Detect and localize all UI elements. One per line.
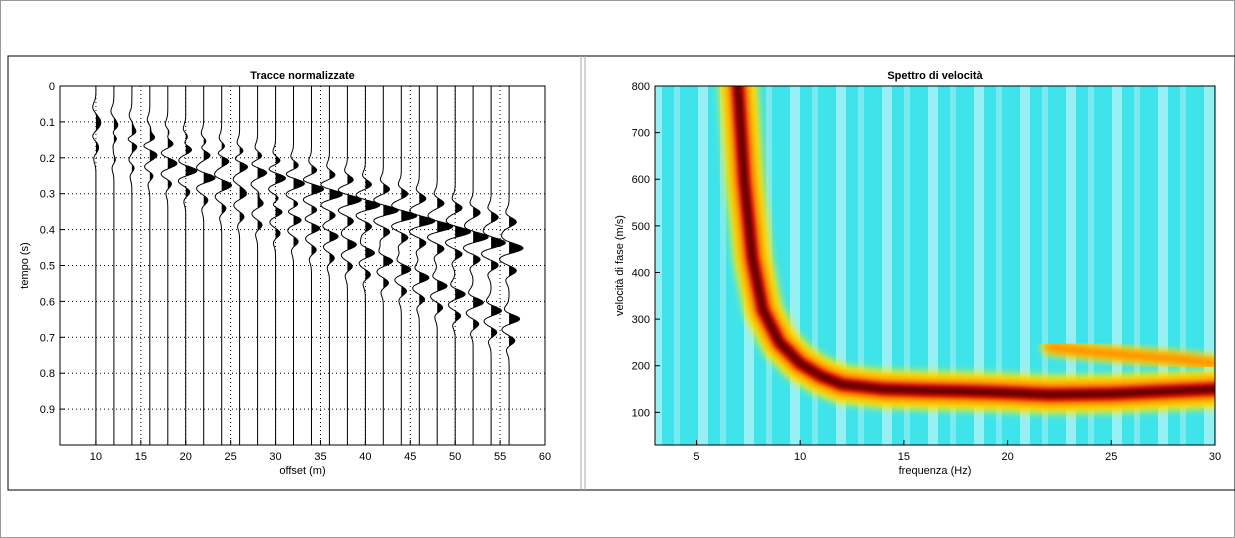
x-tick-label: 40 xyxy=(359,451,371,463)
trace xyxy=(177,86,198,445)
y-tick-label: 800 xyxy=(632,81,650,93)
trace xyxy=(250,86,268,445)
y-tick-label: 500 xyxy=(632,221,650,233)
trace xyxy=(355,86,381,445)
trace xyxy=(110,86,119,445)
chart-title: Tracce normalizzate xyxy=(250,70,355,82)
x-tick-label: 35 xyxy=(314,451,326,463)
trace xyxy=(196,86,216,445)
trace xyxy=(285,86,305,445)
y-tick-label: 200 xyxy=(632,361,650,373)
x-tick-label: 10 xyxy=(794,451,806,463)
x-tick-label: 20 xyxy=(180,451,192,463)
ridge xyxy=(1044,342,1215,368)
trace xyxy=(444,86,472,445)
plot-frame xyxy=(654,85,1216,446)
trace xyxy=(462,86,489,445)
x-tick-label: 10 xyxy=(90,451,102,463)
plot-content xyxy=(655,86,1215,445)
y-tick-label: 0.7 xyxy=(40,332,55,344)
y-tick-label: 0.5 xyxy=(40,261,55,273)
y-tick-label: 100 xyxy=(632,407,650,419)
trace xyxy=(480,86,506,445)
x-tick-label: 55 xyxy=(494,451,506,463)
trace xyxy=(232,86,249,445)
trace xyxy=(143,86,158,445)
y-tick-label: 0.3 xyxy=(40,189,55,201)
x-tick-label: 20 xyxy=(1001,451,1013,463)
trace-fill xyxy=(149,86,157,445)
y-tick-label: 400 xyxy=(632,267,650,279)
x-tick-label: 30 xyxy=(269,451,281,463)
x-tick-label: 25 xyxy=(1105,451,1117,463)
y-tick-label: 0.8 xyxy=(40,368,55,380)
trace-fill xyxy=(491,86,506,445)
trace-fill xyxy=(329,86,343,445)
chart-title: Spettro di velocità xyxy=(887,70,983,82)
x-tick-label: 60 xyxy=(539,451,551,463)
y-tick-label: 0.1 xyxy=(40,117,55,129)
trace xyxy=(302,86,325,445)
trace-fill xyxy=(113,86,118,445)
trace xyxy=(127,86,138,445)
x-tick-label: 15 xyxy=(898,451,910,463)
wiggle-chart: 10 15 20 25 30 35 40 45 50 55 60 0 0.1 0.2 0.3 0.4 0.5 0.… xyxy=(19,70,551,477)
x-tick-label: 50 xyxy=(449,451,461,463)
x-tick-label: 15 xyxy=(135,451,147,463)
trace xyxy=(268,86,287,445)
y-tick-label: 700 xyxy=(632,128,650,140)
trace xyxy=(426,86,454,445)
trace-fill xyxy=(275,86,286,445)
y-tick-label: 0.2 xyxy=(40,153,55,165)
trace xyxy=(160,86,178,445)
y-axis-label: velocità di fase (m/s) xyxy=(614,215,626,316)
x-tick-label: 30 xyxy=(1209,451,1221,463)
trace xyxy=(92,86,102,445)
y-tick-label: 0 xyxy=(49,81,55,93)
trace-fill xyxy=(347,86,362,445)
trace xyxy=(337,86,362,445)
y-tick-label: 600 xyxy=(632,174,650,186)
x-axis-label: offset (m) xyxy=(279,465,325,477)
x-tick-label: 25 xyxy=(225,451,237,463)
plot-content xyxy=(60,86,545,445)
trace xyxy=(373,86,399,445)
ridge xyxy=(735,86,1215,398)
x-tick-label: 45 xyxy=(404,451,416,463)
spectrum-chart: 5 10 15 20 25 30 100 200 300 400 500 600 700 800 Spett… xyxy=(614,70,1221,477)
y-tick-label: 0.4 xyxy=(40,225,55,237)
trace xyxy=(408,86,436,445)
x-axis-label: frequenza (Hz) xyxy=(899,465,972,477)
x-tick-label: 5 xyxy=(693,451,699,463)
trace-fill xyxy=(257,86,267,445)
trace xyxy=(214,86,233,445)
trace xyxy=(498,86,524,445)
trace xyxy=(391,86,418,445)
y-axis-label: tempo (s) xyxy=(19,242,31,288)
y-tick-label: 0.6 xyxy=(40,296,55,308)
y-tick-label: 0.9 xyxy=(40,404,55,416)
y-tick-label: 300 xyxy=(632,314,650,326)
trace xyxy=(320,86,343,445)
